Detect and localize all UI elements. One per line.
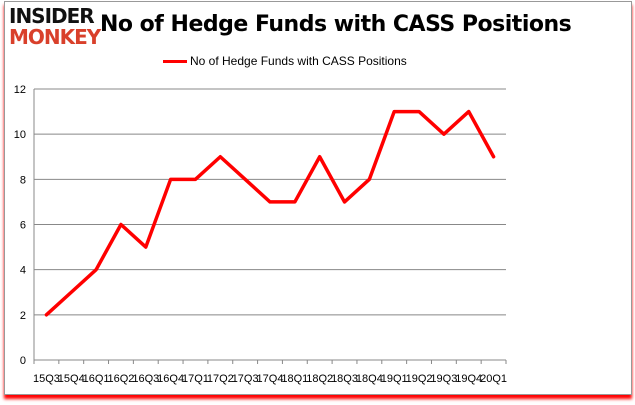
y-tick-label: 0	[20, 355, 26, 367]
x-tick-label: 16Q4	[157, 373, 184, 385]
x-tick-label: 18Q4	[356, 373, 383, 385]
logo-line1: INSIDER	[9, 4, 95, 28]
x-tick-label: 18Q2	[306, 373, 333, 385]
x-tick-label: 20Q1	[480, 373, 507, 385]
legend: No of Hedge Funds with CASS Positions	[163, 54, 407, 68]
legend-swatch	[163, 59, 187, 63]
x-tick-label: 19Q4	[455, 373, 482, 385]
x-tick-label: 17Q4	[257, 373, 284, 385]
x-tick-label: 18Q3	[331, 373, 358, 385]
chart-frame	[4, 1, 632, 395]
insider-monkey-logo: INSIDER MONKEY	[9, 4, 101, 49]
y-tick-label: 6	[20, 220, 26, 232]
y-tick-label: 4	[20, 265, 26, 277]
y-tick-label: 12	[14, 84, 26, 96]
x-tick-label: 19Q1	[381, 373, 408, 385]
x-tick-label: 17Q3	[232, 373, 259, 385]
y-tick-label: 2	[20, 310, 26, 322]
x-tick-label: 19Q3	[430, 373, 457, 385]
x-tick-label: 16Q3	[132, 373, 159, 385]
x-tick-label: 19Q2	[406, 373, 433, 385]
x-tick-label: 17Q1	[182, 373, 209, 385]
y-tick-label: 8	[20, 174, 26, 186]
x-tick-label: 15Q3	[33, 373, 60, 385]
chart-title: No of Hedge Funds with CASS Positions	[100, 12, 572, 37]
x-tick-label: 16Q2	[107, 373, 134, 385]
x-tick-label: 18Q1	[281, 373, 308, 385]
x-tick-label: 15Q4	[58, 373, 85, 385]
legend-label: No of Hedge Funds with CASS Positions	[190, 54, 407, 68]
y-tick-label: 10	[14, 129, 26, 141]
logo-line2: MONKEY	[9, 25, 101, 49]
x-tick-label: 17Q2	[207, 373, 234, 385]
series-line	[44, 109, 496, 317]
x-tick-label: 16Q1	[83, 373, 110, 385]
